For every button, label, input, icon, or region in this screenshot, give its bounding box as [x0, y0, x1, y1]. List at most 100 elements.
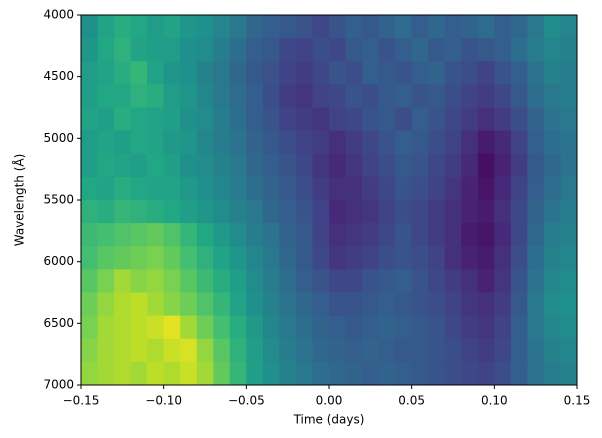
heatmap-cell — [295, 361, 313, 386]
heatmap-cell — [279, 292, 297, 317]
heatmap-cell — [97, 338, 115, 363]
heatmap-cell — [213, 315, 231, 340]
heatmap-cell — [180, 84, 198, 108]
heatmap-cell — [114, 15, 132, 39]
heatmap-cell — [329, 176, 347, 201]
heatmap-cell — [345, 84, 363, 108]
heatmap-cell — [461, 15, 479, 39]
heatmap-cell — [262, 246, 280, 270]
heatmap-cell — [494, 361, 512, 386]
heatmap-cell — [246, 269, 264, 293]
heatmap-cell — [246, 292, 264, 317]
heatmap-cell — [114, 38, 132, 62]
heatmap-cell — [494, 130, 512, 155]
heatmap-cell — [180, 269, 198, 293]
heatmap-cell — [411, 84, 429, 108]
heatmap-cell — [213, 84, 231, 108]
heatmap-cell — [477, 15, 495, 39]
heatmap-cell — [411, 246, 429, 270]
heatmap-cell — [262, 176, 280, 201]
heatmap-cell — [114, 176, 132, 201]
heatmap-cell — [295, 15, 313, 39]
heatmap-cell — [213, 107, 231, 132]
heatmap-cell — [180, 338, 198, 363]
heatmap-cell — [345, 361, 363, 386]
heatmap-cell — [147, 223, 165, 247]
heatmap-cell — [130, 153, 148, 178]
heatmap-cell — [196, 315, 214, 340]
heatmap-cell — [196, 246, 214, 270]
heatmap-cell — [494, 176, 512, 201]
heatmap-cell — [560, 61, 578, 85]
heatmap-cell — [411, 361, 429, 386]
heatmap-cell — [378, 200, 396, 224]
heatmap-cell — [444, 200, 462, 224]
heatmap-cell — [163, 15, 181, 39]
heatmap-cell — [246, 107, 264, 132]
heatmap-cell — [444, 61, 462, 85]
heatmap-cell — [345, 176, 363, 201]
heatmap-cell — [428, 176, 446, 201]
heatmap-cell — [362, 84, 380, 108]
heatmap-cell — [362, 61, 380, 85]
heatmap-cell — [213, 292, 231, 317]
heatmap-cell — [494, 107, 512, 132]
heatmap-cell — [97, 38, 115, 62]
heatmap-cell — [428, 246, 446, 270]
heatmap-cell — [362, 200, 380, 224]
heatmap-cell — [312, 130, 330, 155]
heatmap-cell — [527, 15, 545, 39]
heatmap-cell — [279, 338, 297, 363]
heatmap-cell — [543, 315, 561, 340]
heatmap-cell — [411, 130, 429, 155]
heatmap-cell — [378, 223, 396, 247]
y-axis-label: Wavelength (Å) — [12, 154, 27, 247]
heatmap-cell — [147, 269, 165, 293]
heatmap-cell — [163, 292, 181, 317]
heatmap-cell — [461, 269, 479, 293]
heatmap-cell — [114, 361, 132, 386]
heatmap-cell — [477, 61, 495, 85]
heatmap-cell — [312, 38, 330, 62]
heatmap-cell — [81, 315, 99, 340]
heatmap-cell — [262, 15, 280, 39]
heatmap-cell — [510, 292, 528, 317]
heatmap-cell — [527, 61, 545, 85]
heatmap-cell — [461, 200, 479, 224]
heatmap-cell — [114, 61, 132, 85]
heatmap-cell — [510, 269, 528, 293]
heatmap-cell — [213, 176, 231, 201]
x-tick-label: 0.00 — [316, 394, 343, 408]
heatmap-cell — [114, 269, 132, 293]
heatmap-cell — [130, 315, 148, 340]
heatmap-cell — [560, 315, 578, 340]
heatmap-cell — [81, 361, 99, 386]
heatmap-cell — [527, 84, 545, 108]
heatmap-cell — [345, 292, 363, 317]
heatmap-cell — [345, 223, 363, 247]
heatmap-cell — [279, 15, 297, 39]
x-tick-label: 0.10 — [481, 394, 508, 408]
heatmap-cell — [229, 223, 247, 247]
heatmap-cell — [510, 38, 528, 62]
heatmap-cell — [477, 223, 495, 247]
heatmap-cell — [97, 153, 115, 178]
x-tick-label: 0.05 — [398, 394, 425, 408]
heatmap-cell — [114, 338, 132, 363]
heatmap-cell — [477, 315, 495, 340]
heatmap-cell — [147, 130, 165, 155]
heatmap-cell — [345, 38, 363, 62]
heatmap-cell — [229, 269, 247, 293]
heatmap-cell — [196, 292, 214, 317]
heatmap-cell — [97, 61, 115, 85]
heatmap-cell — [279, 315, 297, 340]
heatmap-cell — [130, 38, 148, 62]
heatmap-cell — [527, 292, 545, 317]
heatmap-cell — [196, 361, 214, 386]
heatmap-cell — [196, 107, 214, 132]
heatmap-cell — [229, 84, 247, 108]
heatmap-cell — [246, 153, 264, 178]
heatmap-cell — [229, 200, 247, 224]
heatmap-cell — [295, 130, 313, 155]
heatmap-cell — [114, 84, 132, 108]
